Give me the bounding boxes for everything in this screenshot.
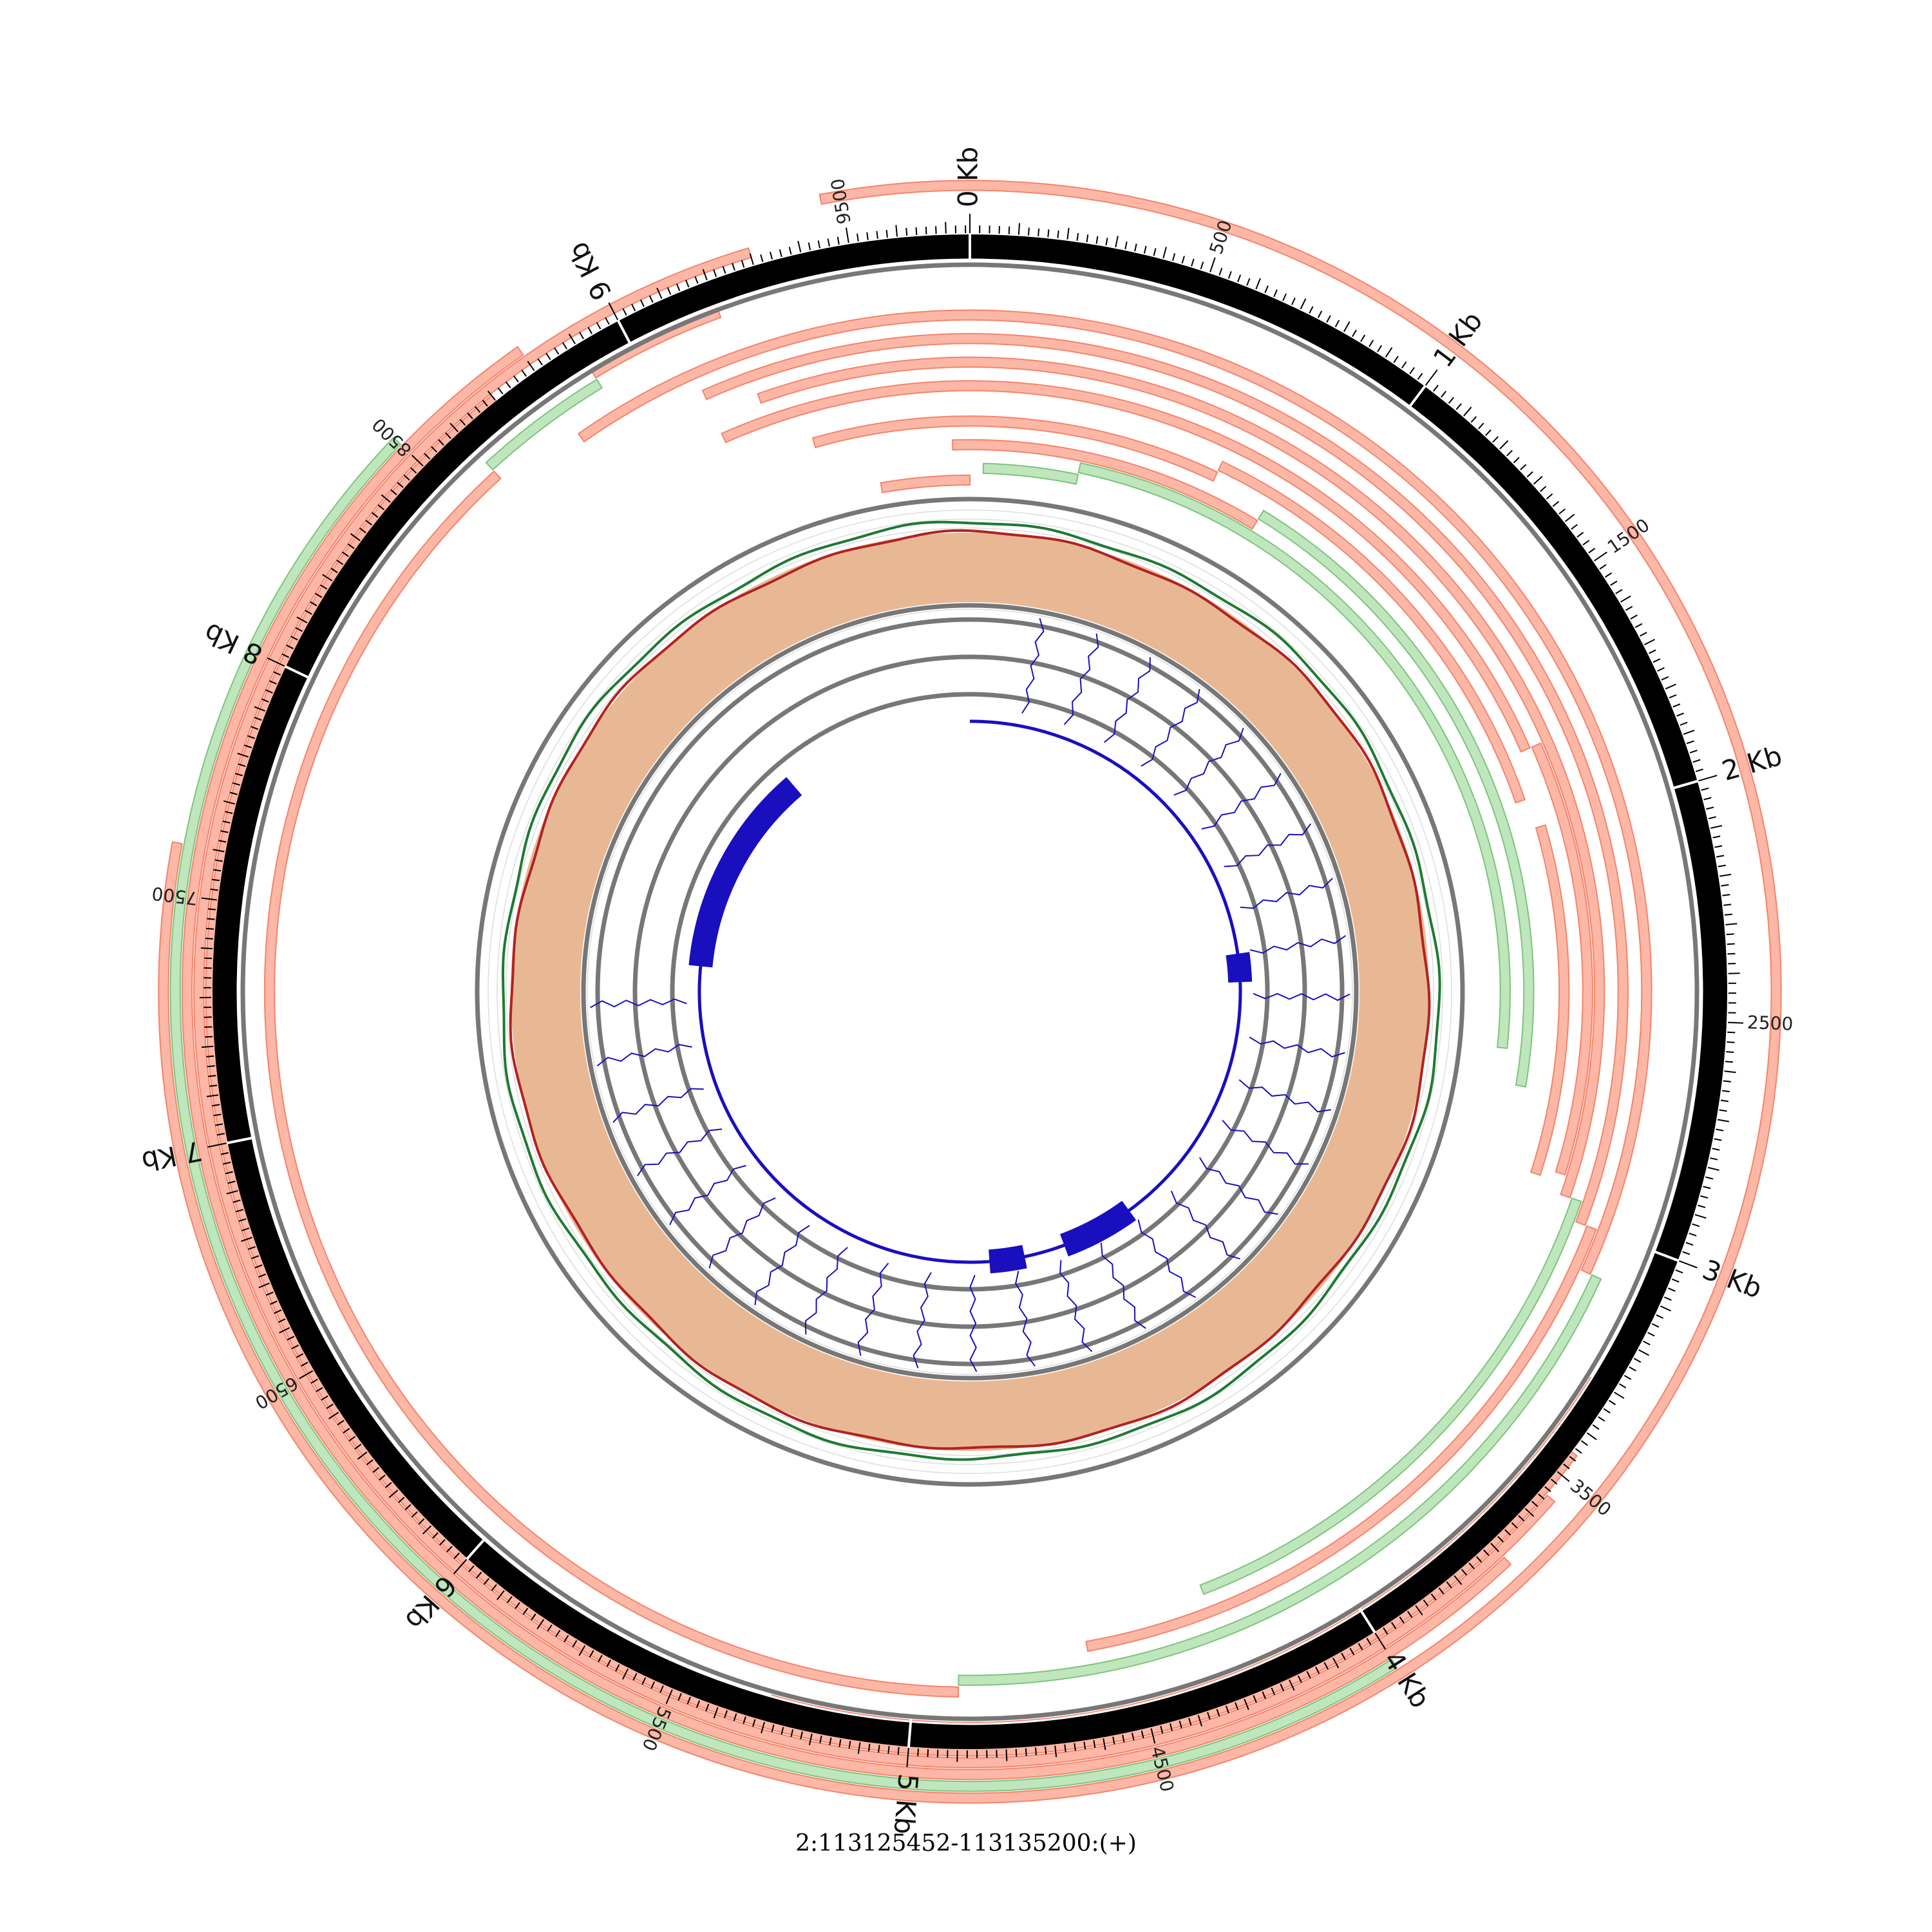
gene-splice-connectors bbox=[590, 618, 1350, 1372]
coverage-line-forward bbox=[509, 529, 1431, 1450]
scale-major-label: 5 Kb bbox=[888, 1772, 924, 1835]
reads-track-inner-ring bbox=[475, 497, 1465, 1487]
ideogram-segment-divider bbox=[616, 319, 632, 346]
read-reverse bbox=[169, 437, 1398, 1792]
read-forward bbox=[951, 439, 1258, 530]
region-label: 2:113125452-113135200:(+) bbox=[795, 1830, 1137, 1857]
read-forward bbox=[263, 470, 960, 1698]
read-reverse bbox=[1077, 462, 1511, 1049]
ideogram-band bbox=[213, 234, 1727, 1749]
coverage-area bbox=[511, 533, 1429, 1451]
gene-exon bbox=[688, 777, 802, 968]
ideogram-segment-divider bbox=[284, 665, 312, 680]
gene-track-ring bbox=[595, 617, 1345, 1367]
read-reverse bbox=[485, 378, 603, 471]
scale-ticks bbox=[199, 214, 1744, 1768]
ideogram-segment-divider bbox=[226, 1136, 256, 1145]
scale-minor-label: 2500 bbox=[1747, 1012, 1794, 1035]
read-forward bbox=[1530, 824, 1570, 1177]
read-forward bbox=[721, 380, 1531, 753]
coverage-line-reverse bbox=[501, 520, 1441, 1461]
coverage-track bbox=[488, 509, 1452, 1474]
scale-major-label: 8 Kb bbox=[199, 616, 267, 671]
coverage-gridline bbox=[587, 609, 1353, 1375]
gene-exon bbox=[1226, 952, 1253, 983]
read-forward bbox=[577, 309, 1653, 1275]
coverage-gridline bbox=[596, 618, 1344, 1366]
read-forward bbox=[1531, 742, 1593, 1176]
scale-major-label: 0 Kb bbox=[952, 147, 984, 207]
coverage-gridline bbox=[506, 527, 1434, 1456]
read-forward bbox=[757, 356, 1605, 1198]
coverage-track-inner-ring bbox=[581, 603, 1359, 1381]
read-forward bbox=[811, 415, 1218, 482]
read-forward bbox=[1217, 460, 1526, 804]
read-reverse bbox=[1257, 509, 1535, 1088]
reads-track bbox=[158, 180, 1782, 1804]
ideogram-track bbox=[213, 233, 1727, 1749]
read-reverse bbox=[982, 462, 1079, 485]
scale-major-label: 9 Kb bbox=[562, 237, 618, 305]
gene-track-ring bbox=[670, 692, 1270, 1292]
ideogram-inner-ring bbox=[240, 262, 1700, 1721]
read-forward bbox=[181, 346, 1512, 1781]
gene-track bbox=[590, 617, 1350, 1372]
gene-exon bbox=[1059, 1200, 1137, 1256]
read-forward bbox=[880, 474, 971, 493]
scale-tick-marks bbox=[199, 214, 1744, 1768]
read-forward bbox=[701, 333, 1629, 1226]
ideogram-segment-divider bbox=[1358, 1607, 1377, 1634]
ideogram-segment-divider bbox=[1670, 779, 1700, 790]
read-reverse bbox=[958, 1274, 1602, 1686]
ideogram-segment-divider bbox=[1407, 384, 1427, 410]
scale-minor-label: 9500 bbox=[827, 177, 855, 226]
ideogram-segment-divider bbox=[907, 1719, 913, 1748]
gene-model-line bbox=[697, 719, 1242, 1264]
read-forward bbox=[193, 247, 1556, 1768]
coverage-gridline bbox=[497, 518, 1443, 1465]
read-reverse bbox=[1199, 1197, 1582, 1595]
scale-labels: 0 Kb1 Kb2 Kb3 Kb4 Kb5 Kb6 Kb7 Kb8 Kb9 Kb… bbox=[139, 147, 1794, 1835]
ideogram-segment-divider bbox=[465, 1537, 487, 1560]
read-forward bbox=[1085, 1225, 1597, 1653]
coverage-gridline bbox=[488, 509, 1452, 1474]
read-forward bbox=[158, 180, 1782, 1804]
gene-track-ring bbox=[632, 654, 1307, 1329]
ideogram-segment-divider bbox=[1651, 1249, 1680, 1262]
gene-exon bbox=[989, 1245, 1027, 1274]
